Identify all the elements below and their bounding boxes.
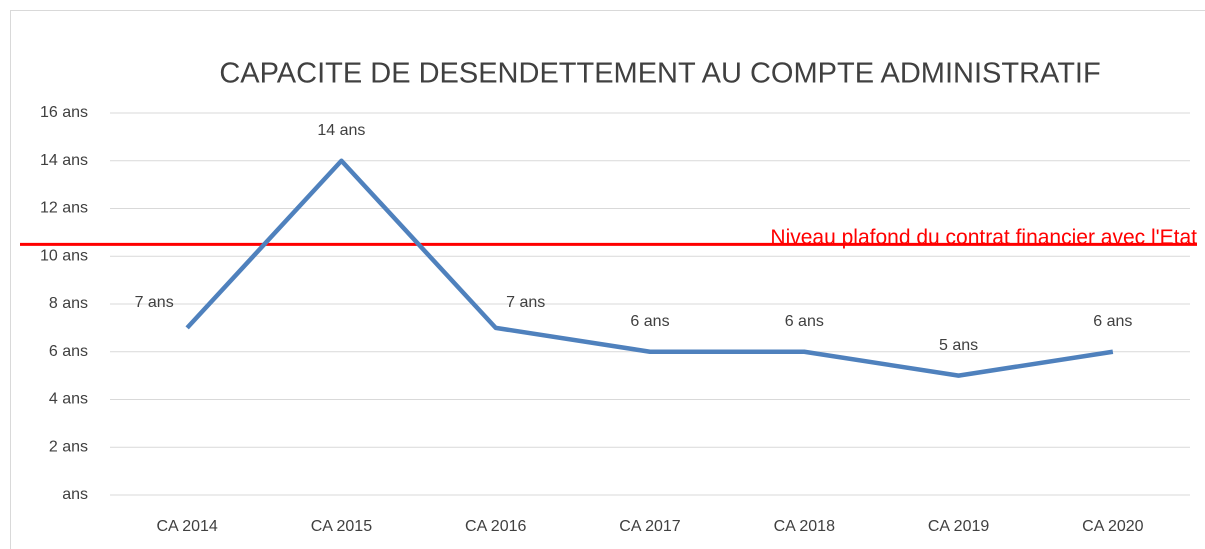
line (185, 158, 1114, 378)
x-tick-label: CA 2015 (311, 518, 372, 535)
data-label: 5 ans (939, 337, 978, 354)
x-tick-label: CA 2016 (465, 518, 526, 535)
y-tick-label: 6 ans (49, 343, 88, 360)
data-label: 7 ans (506, 294, 545, 311)
data-label: 7 ans (135, 294, 174, 311)
data-label: 14 ans (317, 122, 365, 139)
chart-border (10, 10, 1205, 549)
y-tick-label: 8 ans (49, 295, 88, 312)
data-label: 6 ans (785, 313, 824, 330)
x-tick-label: CA 2019 (928, 518, 989, 535)
y-tick-label: ans (62, 486, 88, 503)
data-label: 6 ans (630, 313, 669, 330)
x-tick-label: CA 2017 (619, 518, 680, 535)
y-tick-label: 14 ans (40, 152, 88, 169)
y-tick-label: 12 ans (40, 200, 88, 217)
y-tick-label: 4 ans (49, 391, 88, 408)
y-tick-label: 10 ans (40, 247, 88, 264)
x-tick-label: CA 2018 (774, 518, 835, 535)
data-label: 6 ans (1093, 313, 1132, 330)
y-tick-label: 16 ans (40, 104, 88, 121)
x-tick-label: CA 2014 (156, 518, 217, 535)
y-tick-label: 2 ans (49, 438, 88, 455)
chart-title: CAPACITE DE DESENDETTEMENT AU COMPTE ADM… (219, 58, 1100, 90)
x-tick-label: CA 2020 (1082, 518, 1143, 535)
